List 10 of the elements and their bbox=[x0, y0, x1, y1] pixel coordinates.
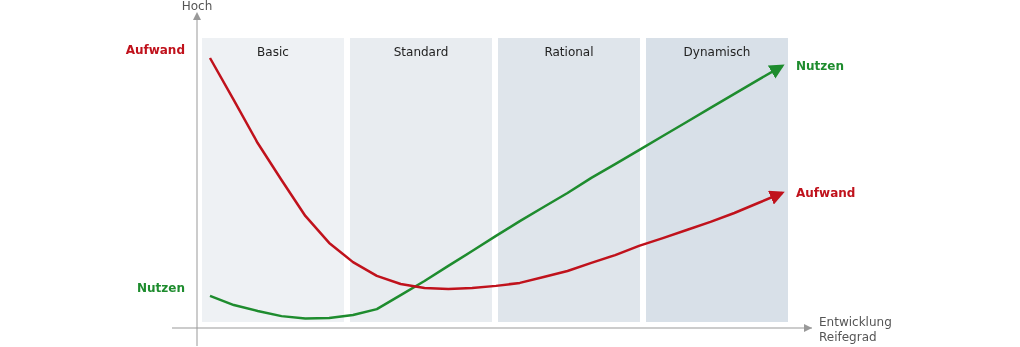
x-axis-title: Entwicklung Reifegrad bbox=[819, 315, 892, 344]
y-axis-title: Hoch bbox=[181, 0, 213, 13]
annotation: Standard bbox=[393, 45, 449, 59]
annotation: Basic bbox=[257, 45, 289, 59]
text: Aufwand bbox=[125, 43, 185, 57]
series-label: Nutzen bbox=[796, 59, 844, 74]
annotation: Nutzen bbox=[137, 280, 185, 295]
series-label: Aufwand bbox=[796, 186, 856, 200]
annotation: Rational bbox=[544, 45, 594, 59]
annotation: Dynamisch bbox=[683, 45, 751, 59]
